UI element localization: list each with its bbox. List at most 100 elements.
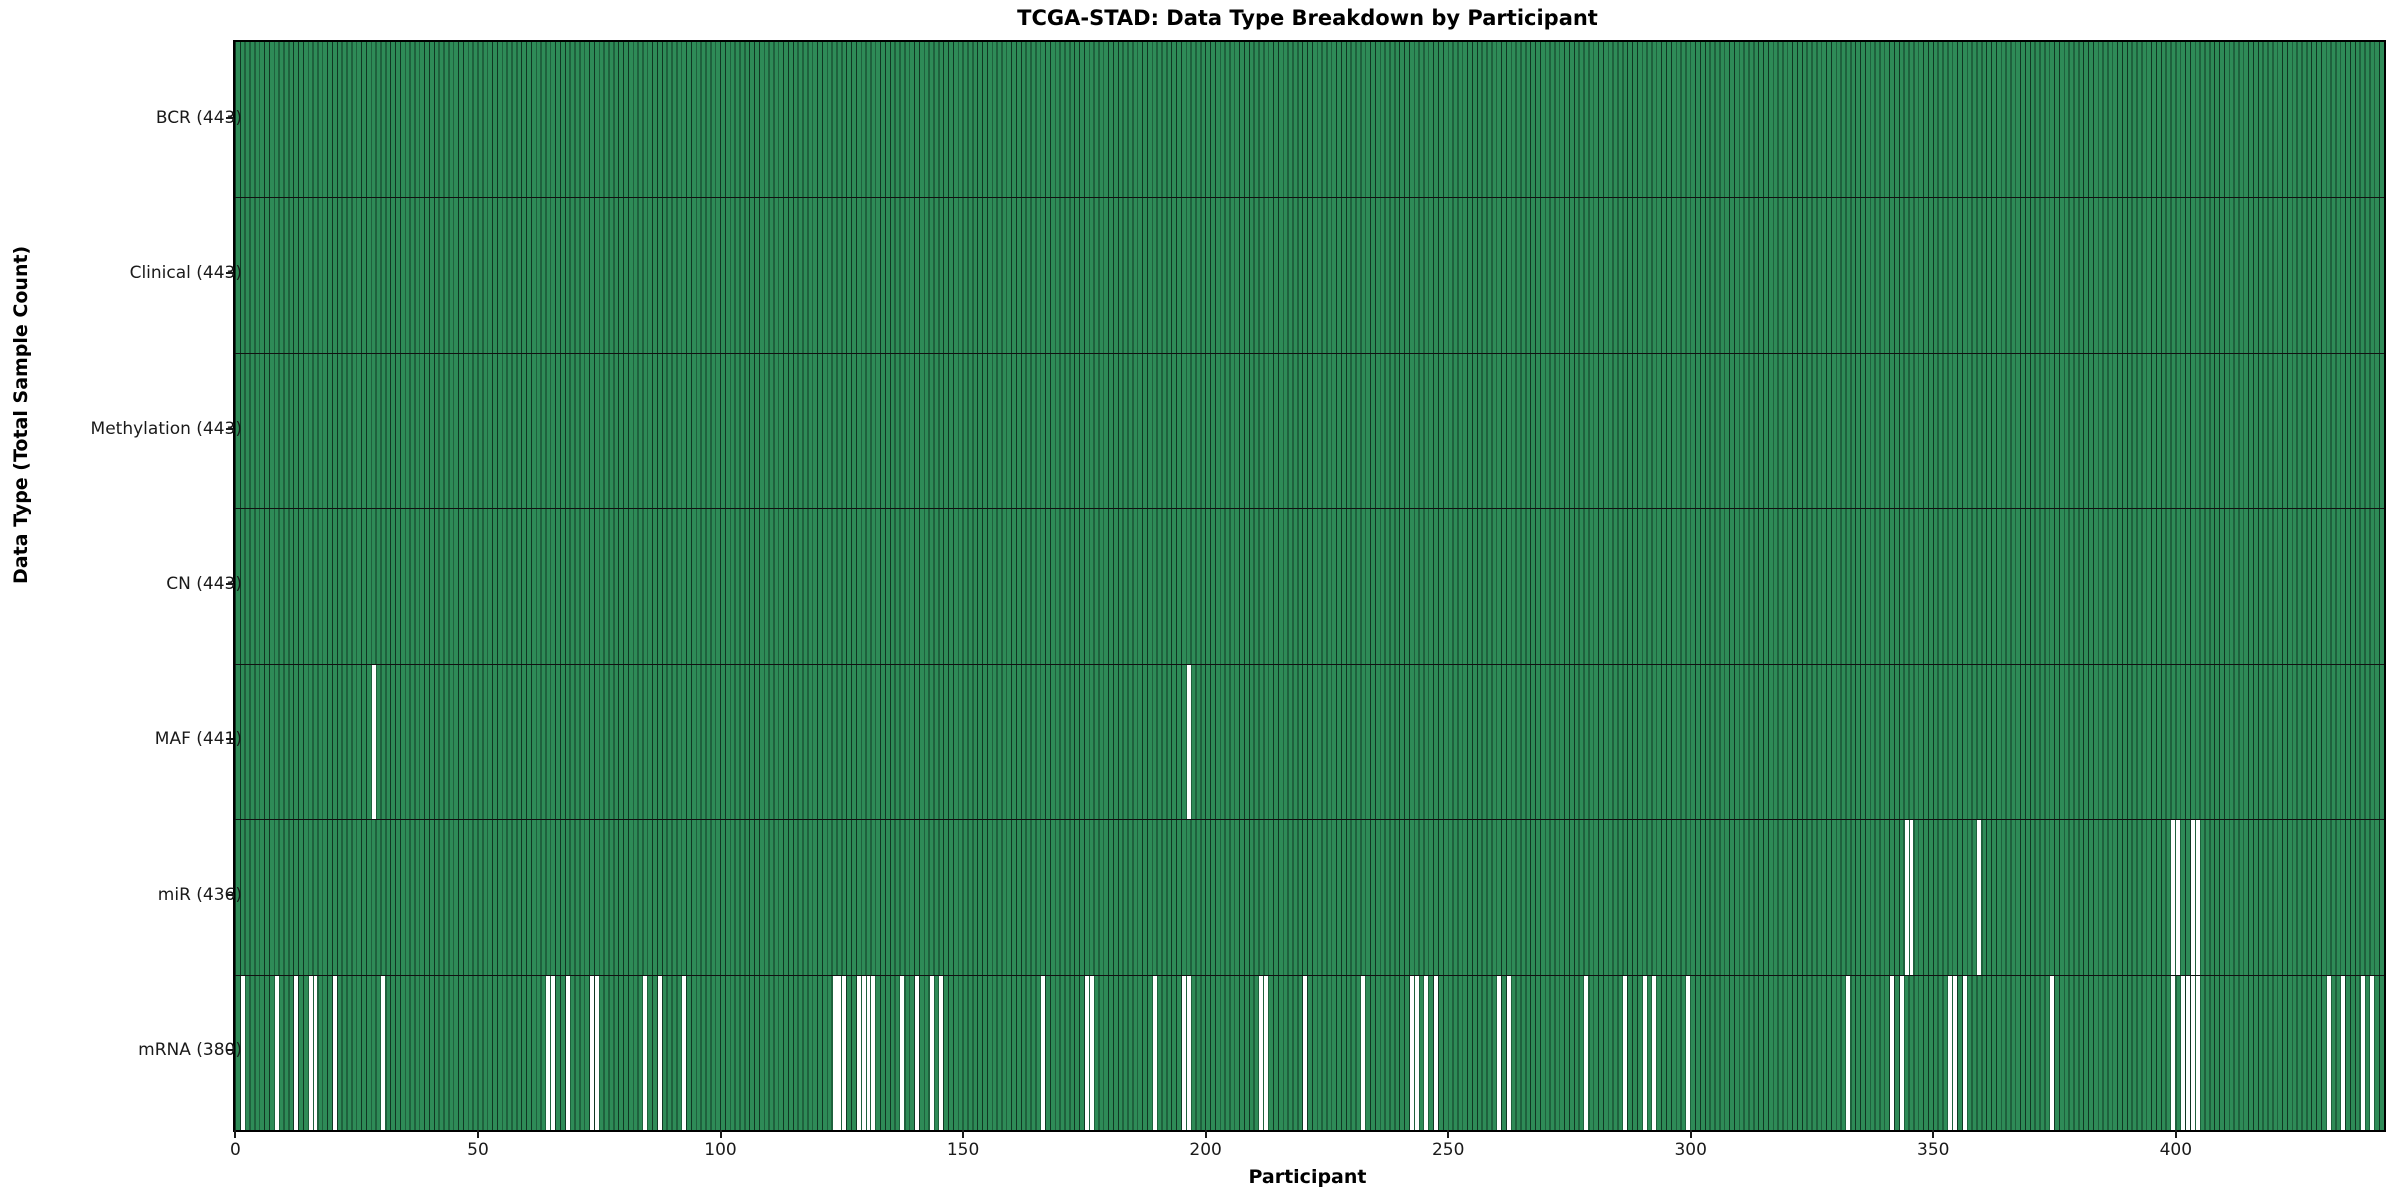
absent-cell	[2195, 820, 2200, 975]
absent-cell	[939, 975, 944, 1130]
absent-cell	[1303, 975, 1308, 1130]
absent-cell	[837, 975, 842, 1130]
x-tick-label-400: 400	[2159, 1140, 2193, 1160]
absent-cell	[871, 975, 876, 1130]
x-tick-mark	[234, 1130, 237, 1138]
heatmap-row-CN	[235, 508, 2384, 664]
absent-cell	[1186, 975, 1191, 1130]
absent-cell	[1434, 975, 1439, 1130]
absent-cell	[294, 975, 299, 1130]
x-tick-mark	[2174, 1130, 2177, 1138]
absent-cell	[1642, 975, 1647, 1130]
absent-cell	[2181, 975, 2186, 1130]
absent-cell	[2190, 975, 2195, 1130]
absent-cell	[856, 975, 861, 1130]
y-tick-mark	[226, 583, 233, 585]
chart-title: TCGA-STAD: Data Type Breakdown by Partic…	[1017, 6, 1598, 30]
y-tick-label-miR: miR (436)	[157, 884, 242, 905]
x-tick-mark	[476, 1130, 479, 1138]
x-tick-mark	[719, 1130, 722, 1138]
absent-cell	[2186, 975, 2190, 1130]
absent-cell	[682, 975, 687, 1130]
absent-cell	[594, 975, 599, 1130]
absent-cell	[2370, 975, 2375, 1130]
absent-cell	[832, 975, 837, 1130]
absent-cell	[1186, 664, 1191, 820]
y-tick-mark	[226, 272, 233, 275]
absent-cell	[1041, 975, 1046, 1130]
absent-cell	[915, 975, 919, 1130]
y-tick-mark	[226, 427, 233, 430]
absent-cell	[2341, 975, 2346, 1130]
heatmap-row-Methylation	[235, 352, 2384, 509]
absent-cell	[274, 975, 279, 1130]
absent-cell	[929, 975, 934, 1130]
x-tick-mark	[1689, 1130, 1692, 1138]
absent-cell	[551, 975, 556, 1130]
x-tick-label-150: 150	[946, 1140, 980, 1160]
absent-cell	[2176, 820, 2181, 975]
absent-cell	[371, 664, 376, 820]
absent-cell	[1181, 975, 1186, 1130]
y-tick-mark	[226, 893, 233, 896]
absent-cell	[381, 975, 386, 1130]
x-tick-label-350: 350	[1917, 1140, 1950, 1160]
absent-cell	[643, 975, 648, 1130]
x-tick-mark	[1204, 1130, 1207, 1138]
absent-cell	[1890, 975, 1895, 1130]
absent-cell	[657, 975, 662, 1130]
absent-cell	[1962, 975, 1967, 1130]
x-axis-label: Participant	[1248, 1166, 1367, 1188]
y-tick-label-BCR: BCR (443)	[155, 107, 242, 128]
heatmap-row-miR	[235, 819, 2384, 975]
absent-cell	[1089, 975, 1094, 1130]
x-tick-label-200: 200	[1189, 1140, 1222, 1160]
absent-cell	[1948, 975, 1953, 1130]
absent-cell	[1953, 975, 1958, 1130]
absent-cell	[1264, 975, 1269, 1130]
absent-cell	[1899, 975, 1904, 1130]
absent-cell	[1414, 975, 1419, 1130]
y-tick-mark	[226, 738, 233, 741]
absent-cell	[1084, 975, 1089, 1130]
x-tick-mark	[1932, 1130, 1935, 1138]
heatmap-row-MAF	[235, 663, 2384, 820]
absent-cell	[1152, 975, 1157, 1130]
x-tick-label-250: 250	[1431, 1140, 1465, 1160]
absent-cell	[2360, 975, 2365, 1130]
absent-cell	[1259, 975, 1264, 1130]
x-tick-mark	[962, 1130, 965, 1138]
absent-cell	[2190, 820, 2195, 975]
absent-cell	[1846, 975, 1851, 1130]
absent-cell	[308, 975, 313, 1130]
absent-cell	[590, 975, 594, 1130]
absent-cell	[861, 975, 866, 1130]
y-tick-mark	[226, 1049, 233, 1052]
absent-cell	[1652, 975, 1657, 1130]
heatmap-row-Clinical	[235, 197, 2384, 353]
x-tick-label-0: 0	[230, 1140, 241, 1160]
absent-cell	[2171, 820, 2176, 975]
absent-cell	[1497, 975, 1502, 1130]
absent-cell	[866, 975, 871, 1130]
absent-cell	[332, 975, 337, 1130]
y-tick-label-CN: CN (443)	[166, 574, 242, 594]
x-tick-mark	[1447, 1130, 1450, 1138]
absent-cell	[546, 975, 551, 1130]
absent-cell	[313, 975, 318, 1130]
absent-cell	[1506, 975, 1511, 1130]
x-tick-label-100: 100	[704, 1140, 737, 1160]
absent-cell	[2171, 975, 2176, 1130]
heatmap-row-BCR	[235, 42, 2384, 198]
absent-cell	[1584, 975, 1589, 1130]
absent-cell	[1361, 975, 1366, 1130]
absent-cell	[2326, 975, 2331, 1130]
x-tick-label-300: 300	[1674, 1140, 1707, 1160]
absent-cell	[1424, 975, 1429, 1130]
y-tick-label-Clinical: Clinical (443)	[129, 263, 242, 284]
y-tick-label-Methylation: Methylation (443)	[90, 418, 242, 439]
absent-cell	[1909, 820, 1914, 975]
absent-cell	[240, 975, 245, 1130]
y-tick-label-MAF: MAF (441)	[154, 729, 242, 750]
